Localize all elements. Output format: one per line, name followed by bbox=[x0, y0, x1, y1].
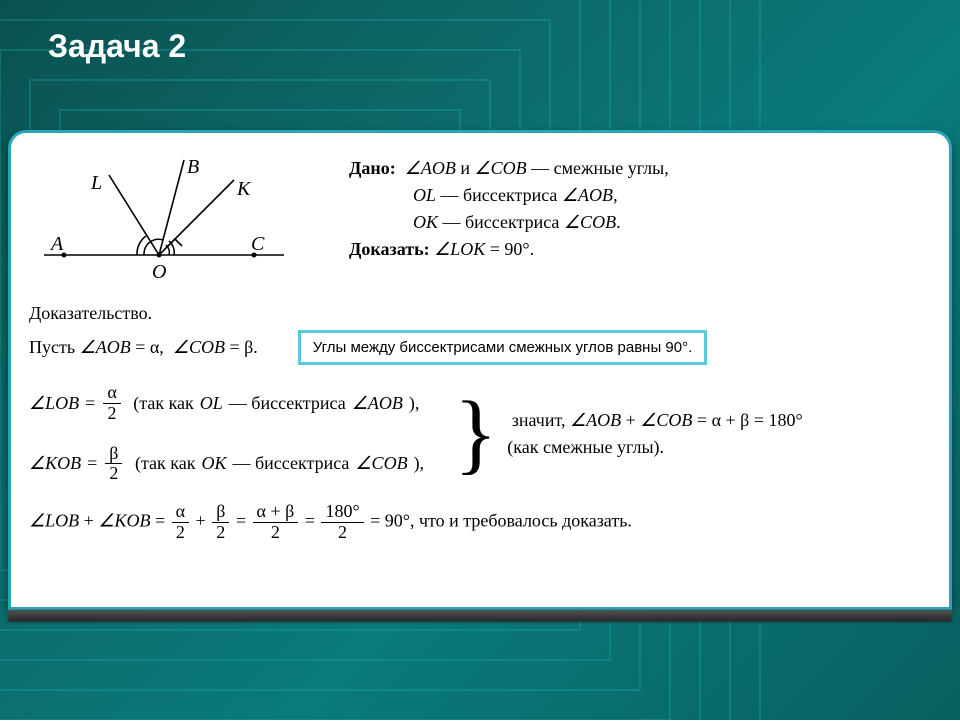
card-shadow bbox=[8, 610, 952, 622]
label-B: B bbox=[187, 156, 199, 178]
given-label: Дано: bbox=[349, 158, 396, 178]
let-line: Пусть ∠AOB = α, ∠COB = β. Углы между бис… bbox=[29, 330, 931, 365]
prove-label: Доказать: bbox=[349, 239, 430, 259]
label-K: K bbox=[236, 178, 252, 200]
curly-brace-icon: } bbox=[454, 398, 497, 470]
label-C: C bbox=[251, 233, 265, 255]
proof-label: Доказательство. bbox=[29, 303, 931, 324]
geometry-diagram: A C O B L K bbox=[29, 155, 329, 295]
final-line: ∠LOB + ∠KOB = α2 + β2 = α + β2 = 180°2 =… bbox=[29, 502, 931, 543]
theorem-box: Углы между биссектрисами смежных углов р… bbox=[298, 330, 708, 365]
given-block: Дано: ∠AOB и ∠COB — смежные углы, OL — б… bbox=[349, 155, 931, 295]
page-title: Задача 2 bbox=[48, 28, 186, 65]
final-tail: = 90°, что и требовалось доказать. bbox=[370, 511, 632, 531]
label-L: L bbox=[90, 172, 102, 194]
right-note: (как смежные углы). bbox=[507, 434, 802, 461]
math-block: ∠LOB = α2 (так как OL — биссектриса ∠AOB… bbox=[29, 383, 931, 484]
content-card: A C O B L K Дано: ∠AOB и ∠COB — смежные … bbox=[8, 130, 952, 610]
label-A: A bbox=[49, 233, 64, 255]
label-O: O bbox=[152, 261, 166, 283]
